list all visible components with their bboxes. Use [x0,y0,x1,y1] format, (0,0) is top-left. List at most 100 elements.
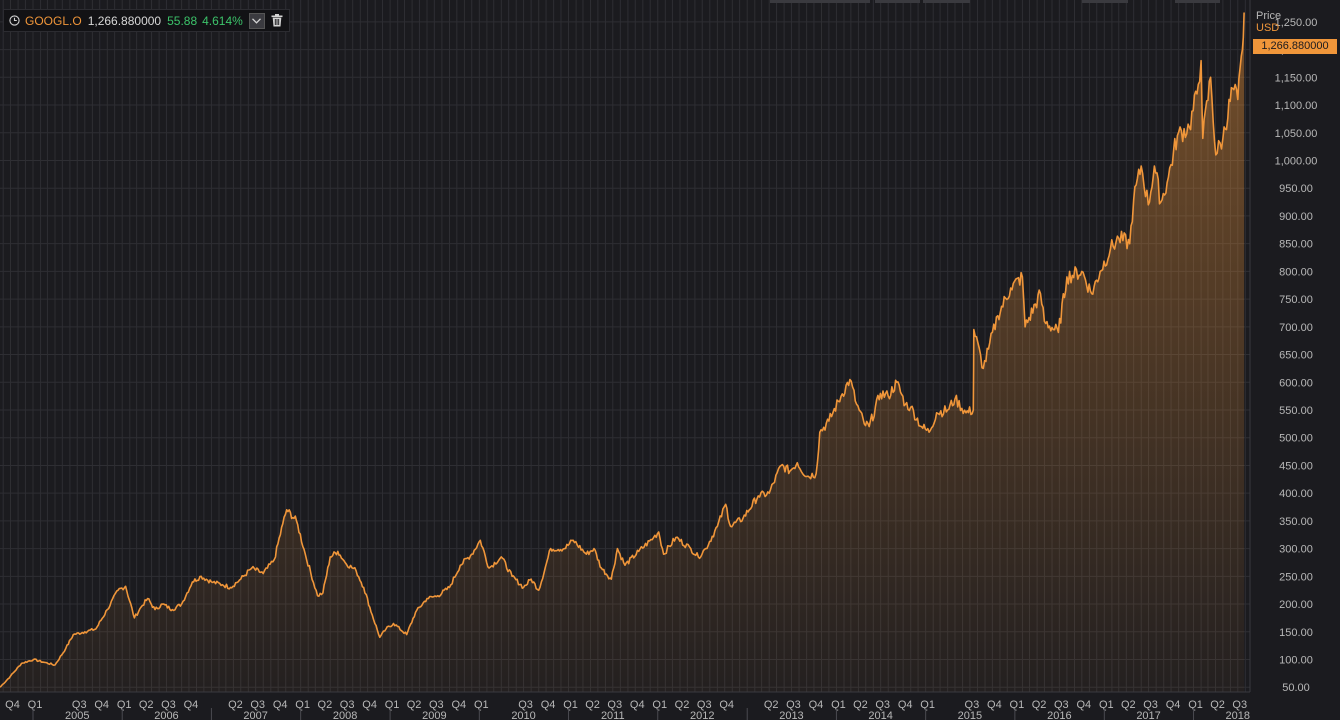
currency-label: USD [1256,22,1280,34]
x-quarter-label: Q4 [1076,699,1091,711]
series-options-dropdown[interactable] [248,12,265,29]
x-year-label: 2012 [690,710,714,720]
y-tick-label: 800.00 [1279,266,1313,278]
y-tick-label: 150.00 [1279,627,1313,639]
chevron-down-icon [252,17,262,24]
x-quarter-label: Q2 [1121,699,1136,711]
series-legend: GOOGL.O 1,266.880000 55.88 4.614% [3,9,290,32]
x-year-label: 2006 [154,710,178,720]
x-quarter-label: Q1 [920,699,935,711]
x-quarter-label: Q1 [563,699,578,711]
x-quarter-label: Q3 [1054,699,1069,711]
legend-symbol[interactable]: GOOGL.O [25,13,82,28]
x-quarter-label: Q4 [541,699,556,711]
x-year-label: 2013 [779,710,803,720]
x-quarter-label: Q1 [385,699,400,711]
y-tick-label: 1,050.00 [1275,128,1318,140]
x-quarter-label: Q4 [987,699,1002,711]
price-series-line[interactable] [0,12,1245,688]
y-tick-label: 850.00 [1279,239,1313,251]
legend-change-percent: 4.614% [202,13,243,28]
x-quarter-label: Q2 [675,699,690,711]
price-axis-header: Price [1256,10,1282,22]
x-quarter-label: Q2 [407,699,422,711]
x-quarter-label: Q1 [1099,699,1114,711]
x-year-label: 2018 [1226,710,1250,720]
y-tick-label: 900.00 [1279,211,1313,223]
x-quarter-label: Q4 [451,699,466,711]
x-year-label: 2008 [333,710,357,720]
x-quarter-label: Q4 [94,699,109,711]
y-tick-label: 1,000.00 [1275,155,1318,167]
x-quarter-label: Q4 [809,699,824,711]
x-quarter-label: Q3 [607,699,622,711]
x-quarter-label: Q2 [1032,699,1047,711]
x-quarter-label: Q4 [362,699,377,711]
x-year-label: 2010 [511,710,535,720]
x-quarter-label: Q4 [273,699,288,711]
x-quarter-label: Q4 [1166,699,1181,711]
y-tick-label: 300.00 [1279,544,1313,556]
x-quarter-label: Q3 [1143,699,1158,711]
y-tick-label: 650.00 [1279,350,1313,362]
y-tick-label: 250.00 [1279,571,1313,583]
y-tick-label: 1,150.00 [1275,72,1318,84]
x-quarter-label: Q1 [831,699,846,711]
x-quarter-label: Q4 [898,699,913,711]
y-tick-label: 950.00 [1279,183,1313,195]
x-quarter-label: Q1 [474,699,489,711]
y-tick-label: 450.00 [1279,460,1313,472]
legend-change: 55.88 [167,13,198,28]
trash-icon[interactable] [271,14,283,27]
x-quarter-label: Q3 [786,699,801,711]
x-quarter-label: Q1 [117,699,132,711]
x-quarter-label: Q2 [228,699,243,711]
x-quarter-label: Q3 [161,699,176,711]
last-price-marker: 1,266.880000 [1253,39,1337,54]
y-tick-label: 50.00 [1282,682,1310,694]
y-tick-label: 600.00 [1279,377,1313,389]
y-tick-label: 1,100.00 [1275,100,1318,112]
x-quarter-label: Q4 [5,699,20,711]
y-tick-label: 500.00 [1279,433,1313,445]
y-tick-label: 400.00 [1279,488,1313,500]
x-quarter-label: Q3 [429,699,444,711]
x-quarter-label: Q1 [1188,699,1203,711]
y-tick-label: 350.00 [1279,516,1313,528]
y-tick-label: 100.00 [1279,655,1313,667]
y-tick-label: 550.00 [1279,405,1313,417]
y-tick-label: 1,250.00 [1275,17,1318,29]
y-tick-label: 700.00 [1279,322,1313,334]
y-axis-ticks: 50.00 100.00 150.00 200.00 250.00 300.00 350.0… [1275,17,1318,694]
x-year-label: 2016 [1047,710,1071,720]
x-year-label: 2005 [65,710,89,720]
x-quarter-label: Q3 [340,699,355,711]
x-quarter-label: Q1 [652,699,667,711]
x-axis-ticks: Q4 Q1 Q3 Q4 Q1 Q2 Q3 Q4 Q2 Q3 Q4 Q1 Q2 Q3 Q4 Q1 Q2 Q3 Q4 Q1… [5,699,1250,720]
x-quarter-label: Q3 [250,699,265,711]
x-quarter-label: Q2 [139,699,154,711]
clock-icon[interactable] [9,15,20,26]
x-year-label: 2009 [422,710,446,720]
y-tick-label: 750.00 [1279,294,1313,306]
x-quarter-label: Q4 [184,699,199,711]
x-quarter-label: Q3 [965,699,980,711]
x-quarter-label: Q3 [72,699,87,711]
legend-last-price: 1,266.880000 [87,13,162,28]
x-quarter-label: Q1 [295,699,310,711]
x-quarter-label: Q2 [318,699,333,711]
x-quarter-label: Q2 [1210,699,1225,711]
y-tick-label: 200.00 [1279,599,1313,611]
price-area-fill [0,12,1245,692]
x-year-label: 2014 [868,710,892,720]
x-year-label: 2007 [243,710,267,720]
x-quarter-label: Q1 [1010,699,1025,711]
x-quarter-label: Q2 [853,699,868,711]
x-quarter-label: Q4 [630,699,645,711]
x-year-label: 2017 [1136,710,1160,720]
x-year-label: 2011 [601,710,625,720]
x-quarter-label: Q3 [1232,699,1247,711]
x-quarter-label: Q1 [28,699,43,711]
x-quarter-label: Q3 [697,699,712,711]
